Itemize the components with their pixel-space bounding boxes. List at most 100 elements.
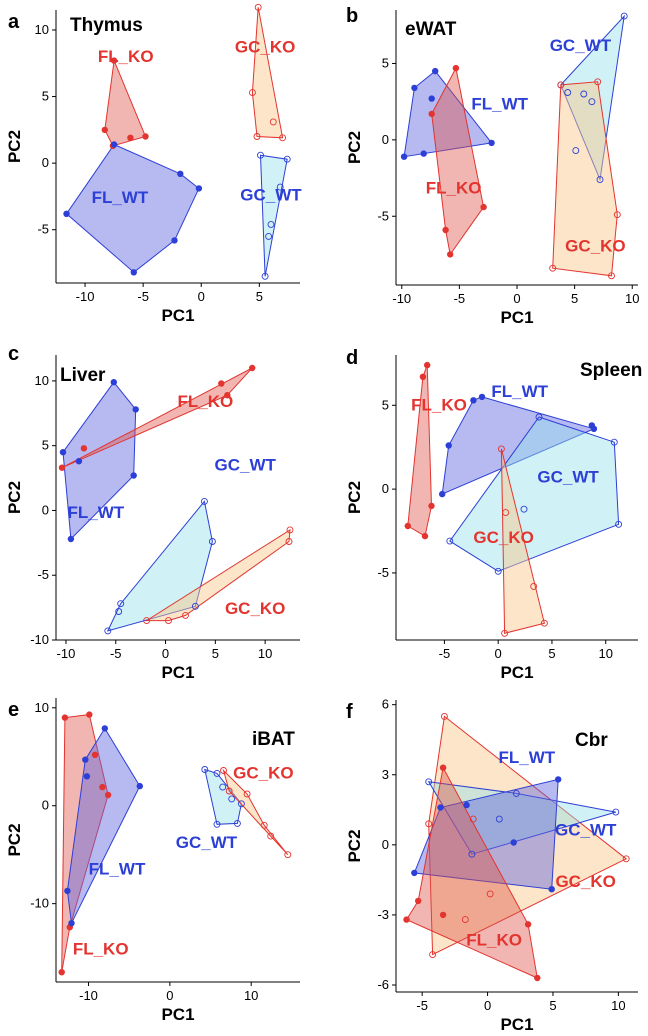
point-fl-wt: [549, 886, 555, 892]
x-tick-label: 10: [598, 646, 612, 661]
point-fl-wt: [463, 802, 469, 808]
point-fl-ko: [447, 251, 453, 257]
group-label-gc-ko: GC_KO: [473, 528, 533, 547]
point-fl-ko: [440, 765, 446, 771]
group-label-gc-ko: GC_KO: [555, 872, 615, 891]
point-fl-ko: [420, 374, 426, 380]
panel-c: -10 -5 0 5 10 -10 -5 0 5 10 PC1 PC2 c Liver FL_WT FL_KO…: [5, 343, 300, 682]
x-tick-label: 0: [162, 646, 169, 661]
group-label-fl-ko: FL_KO: [73, 940, 129, 959]
point-fl-wt: [171, 237, 177, 243]
point-fl-ko: [415, 898, 421, 904]
point-fl-wt: [432, 68, 438, 74]
x-axis-title: PC1: [500, 663, 533, 682]
y-tick-label: 10: [35, 373, 49, 388]
y-tick-label: 0: [382, 481, 389, 496]
x-tick-label: -5: [416, 998, 428, 1013]
group-label-fl-wt: FL_WT: [471, 94, 528, 113]
x-tick-label: -5: [439, 646, 451, 661]
y-tick-label: -6: [377, 977, 389, 992]
point-fl-wt: [446, 442, 452, 448]
group-label-fl-wt: FL_WT: [67, 503, 124, 522]
group-label-fl-ko: FL_KO: [466, 930, 522, 949]
x-tick-label: 0: [513, 291, 520, 306]
point-fl-ko: [440, 912, 446, 918]
x-tick-label: 0: [495, 646, 502, 661]
group-label-gc-wt: GC_WT: [176, 833, 238, 852]
panel-title: Cbr: [575, 730, 608, 751]
y-tick-label: -5: [377, 565, 389, 580]
x-axis-title: PC1: [500, 1015, 533, 1034]
point-fl-wt: [470, 397, 476, 403]
point-fl-wt: [196, 185, 202, 191]
panel-title: eWAT: [405, 19, 457, 40]
y-tick-label: -5: [377, 208, 389, 223]
point-fl-wt: [137, 783, 143, 789]
panel-title: Spleen: [580, 360, 642, 381]
panel-a: -10 -5 0 5 -5 0 5 10 PC1 PC2 a Thymus FL_KO FL_WT GC_K…: [5, 4, 302, 325]
point-fl-ko: [59, 465, 65, 471]
x-axis-title: PC1: [161, 1005, 194, 1024]
point-fl-wt: [177, 171, 183, 177]
point-fl-wt: [76, 458, 82, 464]
panel-letter: d: [346, 347, 358, 369]
panel-letter: a: [8, 11, 20, 33]
group-label-fl-ko: FL_KO: [411, 395, 467, 414]
panel-title: iBAT: [252, 729, 295, 750]
point-fl-ko: [59, 969, 65, 975]
panel-f: -5 0 5 10-6-3036PC1PC2fCbrGC_KOGC_WTFL_WTFL…: [345, 697, 638, 1034]
hull-gc-wt: [261, 155, 288, 276]
point-fl-ko: [249, 365, 255, 371]
group-label-fl-wt: FL_WT: [498, 748, 555, 767]
panel-e: -10 0 10-10010PC1PC2eiBATFL_KOFL_WTGC_WTGC…: [5, 698, 300, 1024]
group-label-gc-wt: GC_WT: [550, 36, 612, 55]
point-fl-ko: [480, 204, 486, 210]
panel-letter: e: [8, 699, 19, 721]
point-fl-wt: [68, 536, 74, 542]
y-axis-title: PC2: [345, 131, 364, 164]
point-fl-wt: [411, 870, 417, 876]
point-fl-ko: [86, 711, 92, 717]
y-tick-label: -5: [37, 222, 49, 237]
panel-title: Liver: [60, 365, 106, 386]
y-tick-label: -10: [30, 632, 49, 647]
point-fl-ko: [127, 135, 133, 141]
point-fl-ko: [422, 533, 428, 539]
group-label-gc-wt: GC_WT: [215, 455, 277, 474]
point-fl-ko: [403, 916, 409, 922]
x-tick-label: -10: [392, 291, 411, 306]
x-tick-label: -10: [79, 988, 98, 1003]
point-fl-wt: [421, 150, 427, 156]
point-fl-wt: [511, 839, 517, 845]
point-fl-ko: [218, 380, 224, 386]
point-fl-wt: [63, 211, 69, 217]
point-fl-wt: [64, 888, 70, 894]
hull-gc-ko: [252, 7, 282, 138]
x-tick-label: 0: [198, 289, 205, 304]
y-axis-title: PC2: [5, 823, 24, 856]
panel-d: -5 0 5 10-505PC1PC2dSpleenFL_KOFL_WTGC_WTGC…: [345, 347, 642, 682]
point-fl-wt: [68, 920, 74, 926]
y-tick-label: 3: [382, 767, 389, 782]
y-axis-title: PC2: [345, 481, 364, 514]
point-fl-ko: [405, 523, 411, 529]
x-tick-label: 10: [244, 988, 258, 1003]
figure: -10 -5 0 5-50510PC1PC2a ThymusFL_KOFL_WTGC_K…: [0, 0, 648, 1036]
x-tick-label: 0: [166, 988, 173, 1003]
y-tick-label: 10: [35, 700, 49, 715]
group-label-fl-wt: FL_WT: [491, 382, 548, 401]
group-label-gc-wt: GC_WT: [537, 467, 599, 486]
point-fl-ko: [142, 133, 148, 139]
y-tick-label: 0: [382, 132, 389, 147]
point-fl-ko: [525, 921, 531, 927]
x-tick-label: -5: [110, 646, 122, 661]
y-tick-label: -5: [37, 567, 49, 582]
group-label-gc-wt: GC_WT: [555, 821, 617, 840]
panel-letter: f: [346, 701, 353, 723]
panel-b: -10 -5 0 5 10-505PC1PC2beWATFL_WTFL_KOGC_WTG…: [345, 5, 639, 327]
group-label-gc-ko: GC_KO: [233, 763, 293, 782]
x-tick-label: -10: [76, 289, 95, 304]
x-tick-label: 5: [548, 646, 555, 661]
point-fl-wt: [111, 379, 117, 385]
x-tick-label: -10: [57, 646, 76, 661]
